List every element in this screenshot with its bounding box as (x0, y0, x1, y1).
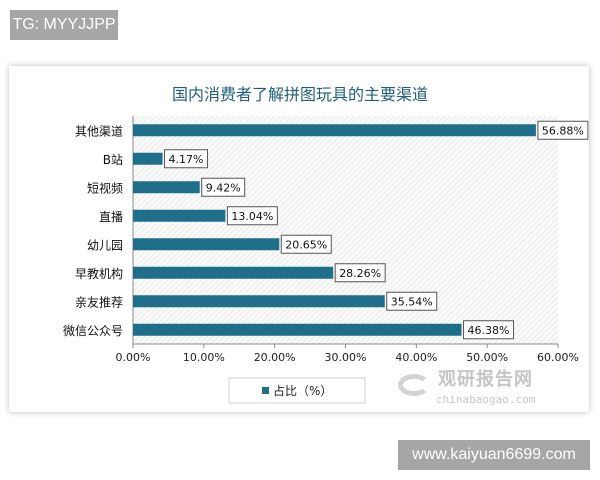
data-label-box (164, 149, 209, 169)
data-label-box (280, 234, 332, 254)
x-tick-label: 60.00% (537, 351, 579, 364)
x-tick-label: 50.00% (466, 351, 508, 364)
data-label: 20.65% (285, 238, 327, 251)
watermark-top: TG: MYYJJPP (10, 10, 118, 40)
data-label: 4.17% (169, 153, 204, 166)
bar (133, 323, 462, 336)
category-label: 其他渠道 (75, 124, 123, 138)
category-label: 早教机构 (75, 266, 123, 281)
data-label-box (537, 120, 589, 140)
data-label-box (201, 177, 246, 197)
bar (133, 181, 200, 194)
x-tick-label: 30.00% (325, 351, 367, 364)
chinabaogao-logo: 观研报告网 chinabaogao.com (398, 370, 563, 410)
category-label: 直播 (99, 210, 123, 224)
category-label: 幼儿园 (87, 238, 123, 252)
bar (133, 295, 385, 308)
data-label: 9.42% (206, 181, 241, 194)
chart-title: 国内消费者了解拼图玩具的主要渠道 (172, 85, 428, 104)
legend-label: 占比（%） (273, 383, 332, 398)
data-label: 56.88% (542, 124, 584, 137)
category-label: B站 (103, 153, 123, 167)
logo-en: chinabaogao.com (436, 393, 536, 406)
data-label: 28.26% (339, 267, 381, 280)
data-label-box (386, 291, 438, 311)
x-tick-label: 20.00% (254, 351, 296, 364)
data-label-box (463, 320, 515, 340)
x-tick-label: 0.00% (116, 351, 151, 364)
bar (133, 266, 334, 279)
logo-cn: 观研报告网 (438, 369, 533, 390)
x-tick-label: 10.00% (183, 351, 225, 364)
legend: 占比（%） (228, 377, 366, 404)
data-label-box (334, 263, 386, 283)
data-label-box (226, 206, 278, 226)
watermark-bottom: www.kaiyuan6699.com (398, 440, 590, 470)
data-label: 46.38% (468, 324, 510, 337)
data-label: 13.04% (231, 210, 273, 223)
x-tick-label: 40.00% (395, 351, 437, 364)
category-label: 短视频 (87, 180, 123, 195)
category-label: 亲友推荐 (75, 295, 123, 309)
data-label: 35.54% (391, 295, 433, 308)
legend-swatch (262, 387, 269, 394)
bar (133, 209, 226, 222)
bar (133, 238, 280, 251)
category-label: 微信公众号 (63, 324, 123, 338)
logo-swirl-icon (398, 374, 430, 396)
bar (133, 124, 536, 137)
bar (133, 152, 163, 165)
